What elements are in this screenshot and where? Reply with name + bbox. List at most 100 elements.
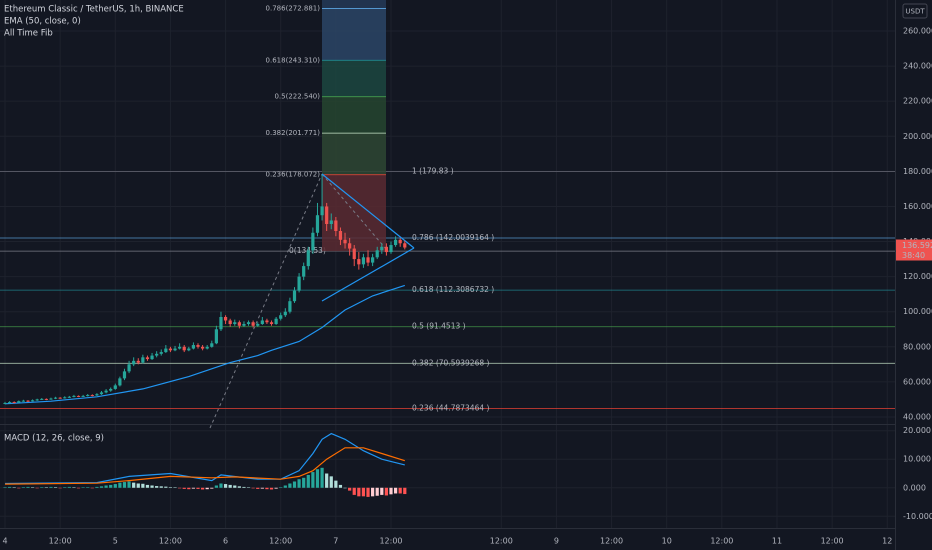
ema-line	[4, 284, 405, 405]
candle-body	[40, 398, 44, 400]
drawings	[209, 173, 415, 429]
fib-label: 0.618 (112.3086732 )	[412, 285, 494, 294]
macd-bar	[21, 487, 25, 488]
y-tick-label: 80.000	[903, 342, 931, 351]
candle-body	[178, 346, 182, 349]
candle-body	[12, 402, 16, 404]
macd-bar	[237, 486, 241, 488]
macd-bar	[86, 487, 90, 488]
candle-body	[393, 239, 398, 246]
macd-bar	[283, 485, 287, 488]
macd-bar	[366, 487, 370, 497]
macd-bar	[109, 484, 113, 488]
signal-line	[4, 447, 405, 485]
candle-body	[380, 246, 384, 251]
fib-label: 0.786 (142.0039164 )	[412, 233, 494, 242]
candle-body	[348, 243, 352, 249]
macd-bar	[251, 487, 255, 489]
macd-bar	[17, 487, 21, 489]
candle-body	[223, 316, 228, 321]
macd-bar	[196, 487, 200, 489]
candle-body	[246, 322, 251, 324]
candle-body	[173, 348, 177, 351]
macd-bar	[99, 486, 104, 488]
chart-title: Ethereum Classic / TetherUS, 1h, BINANCE	[4, 5, 184, 15]
candle-body	[109, 388, 113, 391]
x-tick-label: 12:00	[490, 537, 513, 546]
candle-body	[127, 364, 131, 372]
x-tick-label: 12:00	[379, 537, 402, 546]
candle-body	[279, 315, 283, 319]
currency[interactable]: USDT	[905, 8, 925, 16]
price-countdown: 38:40	[902, 251, 925, 260]
macd-bar	[95, 486, 99, 488]
macd-bar	[113, 484, 117, 488]
macd-bar	[219, 483, 223, 488]
candle-body	[371, 257, 375, 263]
x-tick-label: 12:00	[269, 537, 292, 546]
x-tick-label: 4	[2, 537, 7, 546]
y-tick-label: 260.000	[903, 27, 932, 36]
candle-body	[292, 290, 297, 302]
macd-bar	[246, 487, 251, 488]
candle-body	[104, 390, 108, 393]
candle-body	[352, 248, 356, 260]
candle-body	[95, 394, 99, 396]
candle-body	[274, 318, 278, 324]
macd-bar	[320, 467, 324, 488]
candle-body	[122, 371, 127, 379]
x-tick-label: 12:00	[49, 537, 72, 546]
currency-box[interactable]	[902, 3, 928, 19]
macd-pane	[3, 432, 407, 497]
macd-bar	[265, 487, 269, 490]
candle-body	[72, 395, 76, 397]
macd-bar	[371, 487, 375, 497]
macd-bar	[104, 485, 108, 488]
macd-bar	[159, 486, 163, 488]
fib-ext-label: 0.786(272.881)	[266, 4, 321, 12]
macd-bar	[228, 484, 232, 488]
y-tick-label: 60.000	[903, 377, 931, 386]
fib-label: 0.5 (91.4513 )	[412, 322, 466, 331]
candle-body	[81, 395, 85, 397]
candle-body	[357, 259, 361, 265]
candle-body	[242, 323, 246, 326]
candle-body	[150, 355, 154, 360]
candle-body	[325, 206, 329, 224]
y-tick-label: 240.000	[903, 62, 932, 71]
macd-bar	[375, 487, 379, 496]
candle-body	[21, 400, 25, 402]
macd-bar	[141, 483, 145, 488]
candle-body	[260, 320, 264, 324]
macd-bar	[187, 487, 191, 490]
y-tick-label: 20.000	[903, 426, 931, 435]
macd-bar	[311, 472, 315, 488]
candle-body	[361, 257, 366, 265]
candle-body	[35, 399, 39, 401]
triangle-upper	[321, 173, 415, 249]
fib-box	[322, 174, 386, 252]
candle-body	[26, 400, 30, 402]
y-tick-label: -10.000	[903, 512, 932, 521]
fib-trend-line	[321, 173, 387, 250]
candle-body	[338, 231, 343, 240]
candle-body	[7, 402, 12, 404]
y-tick-label: 220.000	[903, 97, 932, 106]
macd-bar	[274, 487, 278, 489]
candle-body	[196, 345, 200, 347]
macd-bar	[329, 476, 333, 488]
macd-bar	[242, 486, 246, 488]
price-tag-label: 136.592	[902, 241, 932, 250]
candle-body	[76, 395, 81, 397]
fib-label: 0.236 (44.7873464 )	[412, 404, 489, 413]
candle-body	[315, 215, 320, 233]
fib-trend-line	[209, 173, 323, 429]
macd-bar	[30, 487, 35, 488]
candle-body	[113, 385, 117, 389]
x-tick-label: 12:00	[821, 537, 844, 546]
candle-body	[58, 397, 62, 399]
fib-label: 0.382 (70.5939268 )	[412, 358, 489, 367]
x-tick-label: 12:00	[159, 537, 182, 546]
y-tick-label: 160.000	[903, 202, 932, 211]
